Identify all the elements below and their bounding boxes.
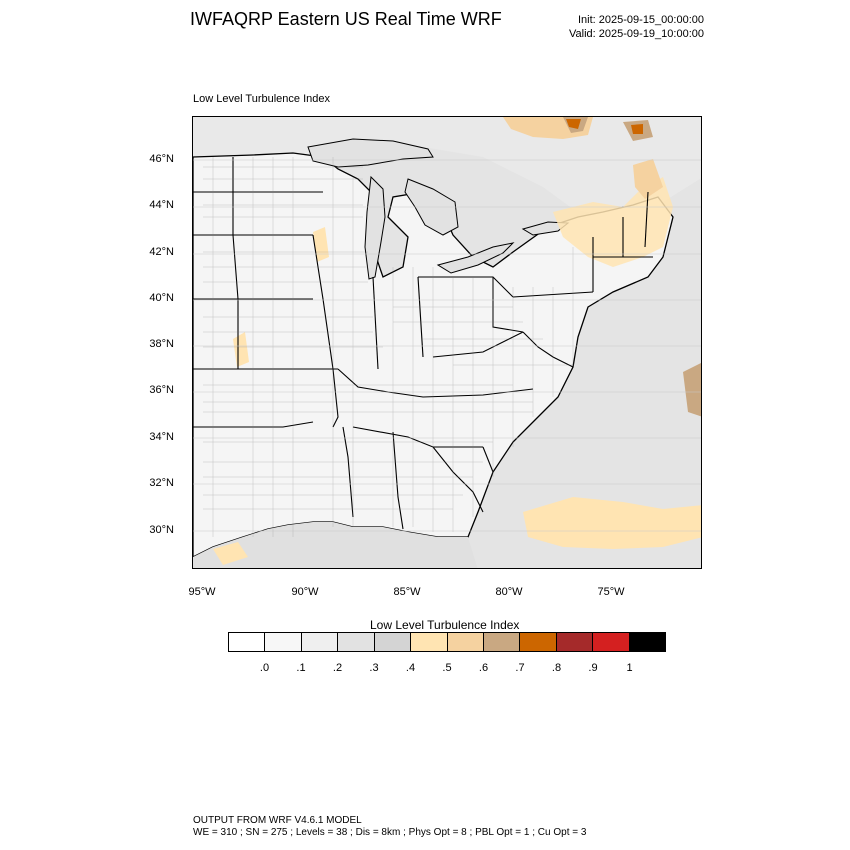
colorbar-swatch — [629, 633, 666, 651]
colorbar-tick-label: .3 — [369, 662, 379, 674]
canada-region — [193, 117, 701, 215]
lat-label: 38°N — [149, 338, 174, 350]
turbulence-patch — [233, 332, 249, 367]
lon-label: 80°W — [495, 586, 523, 598]
lat-label: 40°N — [149, 292, 174, 304]
colorbar-swatch — [520, 633, 557, 651]
gulf-of-mexico — [193, 522, 478, 568]
turbulence-patch — [313, 227, 329, 262]
lat-label: 46°N — [149, 153, 174, 165]
lat-label: 34°N — [149, 431, 174, 443]
footer-line2: WE = 310 ; SN = 275 ; Levels = 38 ; Dis … — [193, 827, 587, 838]
colorbar-tick-label: .8 — [551, 662, 562, 674]
colorbar-tick-label: .1 — [296, 662, 306, 674]
lat-label: 36°N — [149, 384, 174, 396]
colorbar-swatch — [556, 633, 594, 651]
turbulence-patch — [553, 177, 673, 267]
colorbar-swatch — [593, 633, 630, 651]
map-panel — [192, 116, 702, 569]
colorbar-tick-label: .9 — [588, 662, 598, 674]
lat-label: 30°N — [149, 524, 174, 536]
graticule — [193, 159, 701, 532]
colorbar-swatch — [229, 633, 266, 651]
county-grid — [203, 157, 574, 537]
lake-erie — [436, 242, 515, 274]
lake-michigan — [364, 175, 386, 280]
colorbar-tick-label: .0 — [259, 662, 270, 674]
colorbar-tick-label: .4 — [405, 662, 416, 674]
footer-line1: OUTPUT FROM WRF V4.6.1 MODEL — [193, 815, 362, 826]
colorbar-swatch — [338, 633, 375, 651]
lat-label: 44°N — [149, 199, 174, 211]
colorbar-tick-label: .5 — [442, 662, 452, 674]
turbulence-patch — [683, 363, 701, 417]
page-title: IWFAQRP Eastern US Real Time WRF — [190, 9, 502, 29]
run-times: Init: 2025-09-15_00:00:00 Valid: 2025-09… — [569, 13, 704, 41]
map-subtitle: Low Level Turbulence Index — [193, 93, 330, 105]
colorbar-title: Low Level Turbulence Index — [370, 618, 520, 632]
lon-label: 90°W — [291, 586, 319, 598]
lat-label: 32°N — [149, 477, 174, 489]
colorbar-swatch — [265, 633, 302, 651]
colorbar-swatch — [411, 633, 448, 651]
map-canvas — [193, 117, 701, 568]
colorbar-swatch — [301, 633, 339, 651]
turbulence-patch — [633, 159, 663, 199]
colorbar-swatch — [483, 633, 521, 651]
turbulence-patch — [631, 124, 643, 134]
lon-label: 85°W — [393, 586, 421, 598]
lon-label: 75°W — [597, 586, 625, 598]
valid-time: Valid: 2025-09-19_10:00:00 — [569, 28, 704, 40]
init-time: Init: 2025-09-15_00:00:00 — [578, 14, 704, 26]
colorbar-tick-label: .6 — [478, 662, 489, 674]
turbulence-patch — [566, 119, 581, 129]
colorbar-tick-label: .7 — [515, 662, 525, 674]
turbulence-patch — [523, 497, 701, 549]
colorbar — [228, 632, 666, 652]
model-footer: OUTPUT FROM WRF V4.6.1 MODEL WE = 310 ; … — [193, 815, 586, 839]
lon-label: 95°W — [188, 586, 216, 598]
colorbar-tick-label: 1 — [626, 662, 633, 674]
colorbar-tick-label: .2 — [332, 662, 343, 674]
colorbar-swatch — [447, 633, 484, 651]
lat-label: 42°N — [149, 246, 174, 258]
colorbar-swatch — [374, 633, 412, 651]
turbulence-patch — [213, 542, 248, 565]
